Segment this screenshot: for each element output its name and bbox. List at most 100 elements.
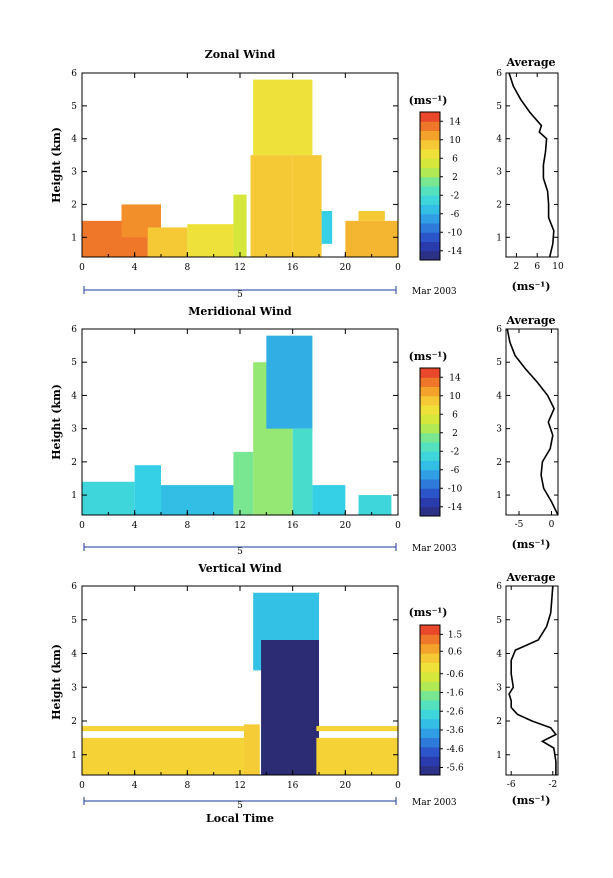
x-tick-label: 0 (79, 521, 85, 531)
profile-x-tick-label: -5 (515, 520, 524, 530)
x-tick-label: 0 (395, 781, 401, 791)
heatmap-cell (233, 194, 247, 257)
y-tick-label: 6 (71, 69, 77, 79)
zonal-wind-date-day: 5 (237, 290, 243, 300)
profile-line (508, 72, 555, 258)
colorbar-band (420, 469, 440, 480)
profile-y-tick-label: 1 (496, 491, 502, 501)
colorbar-tick-label: 6 (452, 154, 458, 164)
vertical-wind-average-profile: 1 2 3 4 5 6 -6 -2 (496, 582, 559, 790)
zonal-wind-heatmap (82, 79, 398, 257)
colorbar-band (420, 167, 440, 178)
colorbar-band (420, 756, 440, 767)
y-tick-label: 1 (71, 233, 77, 243)
colorbar-band (420, 149, 440, 159)
colorbar-band (420, 368, 440, 378)
profile-y-tick-label: 3 (496, 683, 502, 693)
heatmap-cell (82, 481, 135, 515)
x-tick-label: 12 (234, 521, 245, 531)
profile-x-tick-label: 0 (549, 520, 555, 530)
colorbar-band (420, 643, 440, 654)
x-tick-label: 0 (79, 263, 85, 273)
vertical-wind-date-label: Mar 2003 (412, 798, 457, 808)
colorbar-band (420, 423, 440, 434)
heatmap-cell (261, 640, 319, 775)
x-tick-label: 8 (184, 781, 190, 791)
colorbar-band (420, 432, 440, 443)
zonal-wind-avg-xlabel: (ms⁻¹) (512, 280, 551, 293)
colorbar-tick-label: 10 (449, 392, 461, 402)
heatmap-cell (147, 227, 188, 257)
heatmap-cell (345, 220, 398, 257)
colorbar-tick-label: -14 (448, 247, 463, 257)
colorbar-band (420, 718, 440, 729)
heatmap-cell (292, 428, 313, 515)
colorbar-frame (419, 624, 441, 776)
zonal-wind-title: Zonal Wind (205, 48, 276, 61)
profile-frame (505, 72, 559, 258)
colorbar-band (420, 395, 440, 406)
x-tick-label: 4 (132, 521, 138, 531)
meridional-wind-avg-title: Average (505, 314, 555, 327)
colorbar-tick-label: -1.6 (446, 689, 464, 699)
heatmap-cell (358, 495, 392, 515)
profile-y-tick-label: 5 (496, 616, 502, 626)
colorbar-tick-label: 0.6 (448, 647, 463, 657)
heatmap-cell (266, 335, 313, 429)
colorbar-band (420, 700, 440, 710)
meridional-wind-avg-xlabel: (ms⁻¹) (512, 538, 551, 551)
profile-y-tick-label: 1 (496, 233, 502, 243)
vertical-wind-ylabel: Height (km) (50, 644, 63, 720)
colorbar-tick-label: 14 (449, 373, 461, 383)
y-tick-label: 6 (71, 325, 77, 335)
zonal-wind-avg-title: Average (505, 56, 555, 69)
heatmap-cell (253, 79, 313, 156)
colorbar-band (420, 176, 440, 187)
colorbar-tick-label: -2.6 (446, 707, 464, 717)
heatmap-cell (250, 155, 293, 257)
colorbar-band (420, 121, 440, 131)
y-tick-label: 3 (71, 683, 77, 693)
heatmap-cell (233, 451, 254, 515)
x-tick-label: 4 (132, 263, 138, 273)
meridional-wind-ylabel: Height (km) (50, 384, 63, 460)
colorbar-band (420, 158, 440, 168)
colorbar-band (420, 634, 440, 645)
colorbar-band (420, 765, 440, 776)
meridional-wind-heatmap (82, 335, 392, 515)
profile-y-tick-label: 2 (496, 458, 502, 468)
vertical-wind-colorbar-label: (ms⁻¹) (409, 606, 448, 619)
colorbar-tick-label: -10 (448, 228, 463, 238)
x-tick-label: 12 (234, 263, 245, 273)
colorbar-band (420, 386, 440, 397)
meridional-wind-date-label: Mar 2003 (412, 544, 457, 554)
colorbar-band (420, 112, 440, 122)
heatmap-cell (292, 155, 322, 257)
colorbar-tick-label: -5.6 (446, 764, 464, 774)
colorbar-tick-label: -6 (451, 466, 460, 476)
profile-y-tick-label: 4 (496, 650, 502, 660)
vertical-wind-colorbar: 1.5 0.6 -0.6 -1.6 -2.6 -3.6 -4.6 -5.6 (419, 624, 464, 776)
colorbar-band (420, 662, 440, 673)
colorbar-tick-label: -3.6 (446, 726, 464, 736)
meridional-wind-date-bar: 5 Mar 2003 (83, 543, 457, 557)
colorbar-band (420, 690, 440, 701)
colorbar-tick-label: 2 (452, 173, 458, 183)
y-tick-label: 1 (71, 491, 77, 501)
colorbar-band (420, 625, 440, 635)
y-tick-label: 1 (71, 751, 77, 761)
colorbar-band (420, 405, 440, 415)
y-tick-label: 4 (71, 135, 77, 145)
vertical-wind-date-day: 5 (237, 801, 243, 811)
y-tick-label: 2 (71, 458, 77, 468)
colorbar-frame (419, 111, 441, 261)
meridional-wind-date-day: 5 (237, 547, 243, 557)
profile-y-tick-label: 3 (496, 425, 502, 435)
y-tick-label: 3 (71, 425, 77, 435)
x-tick-label: 8 (184, 263, 190, 273)
